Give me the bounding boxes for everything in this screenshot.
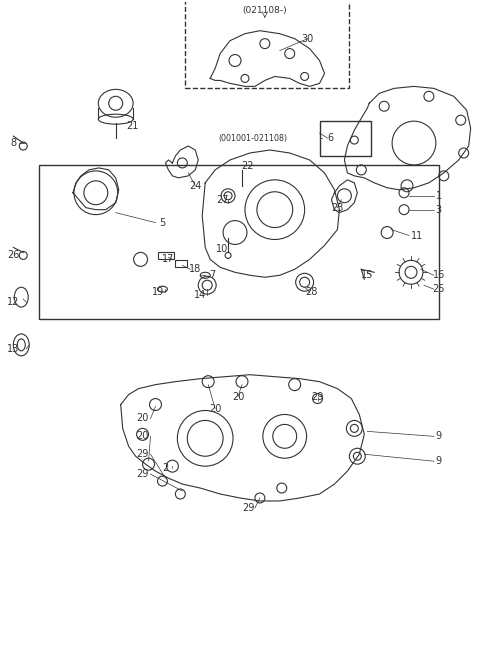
Text: 7: 7	[209, 270, 216, 280]
Text: 20: 20	[136, 432, 149, 441]
Text: 5: 5	[159, 217, 166, 228]
Text: 26: 26	[7, 250, 20, 260]
Text: 11: 11	[411, 230, 423, 241]
Text: 20: 20	[209, 404, 221, 413]
Text: 23: 23	[331, 203, 344, 213]
Text: 13: 13	[7, 344, 20, 354]
Text: 16: 16	[432, 270, 445, 280]
Text: 24: 24	[189, 181, 202, 191]
Text: 17: 17	[162, 254, 175, 265]
Text: 6: 6	[327, 133, 334, 143]
Text: 19: 19	[152, 287, 165, 297]
Text: 25: 25	[432, 284, 445, 294]
Bar	[158, 252, 174, 259]
Text: 9: 9	[436, 456, 442, 466]
Text: 29: 29	[242, 503, 254, 513]
Text: 3: 3	[436, 204, 442, 215]
Text: 15: 15	[361, 270, 373, 280]
Text: 10: 10	[216, 245, 228, 254]
Text: (021108-): (021108-)	[242, 6, 287, 16]
Text: 18: 18	[189, 265, 202, 274]
Text: 28: 28	[305, 287, 318, 297]
Text: 20: 20	[136, 413, 149, 423]
Text: 2: 2	[162, 463, 168, 473]
Text: 29: 29	[136, 449, 149, 459]
Text: 29: 29	[312, 391, 324, 402]
Text: (001001-021108): (001001-021108)	[218, 133, 288, 142]
Text: 9: 9	[436, 432, 442, 441]
Text: 12: 12	[7, 297, 20, 307]
Text: 14: 14	[194, 290, 206, 300]
Text: 30: 30	[301, 34, 314, 43]
Text: 22: 22	[242, 161, 254, 171]
Text: 29: 29	[136, 469, 149, 479]
Bar	[175, 260, 187, 267]
Text: 1: 1	[436, 191, 442, 201]
Text: 21: 21	[126, 121, 139, 131]
Text: 20: 20	[232, 391, 244, 402]
Text: 27: 27	[216, 195, 228, 204]
Text: 8: 8	[10, 138, 16, 148]
